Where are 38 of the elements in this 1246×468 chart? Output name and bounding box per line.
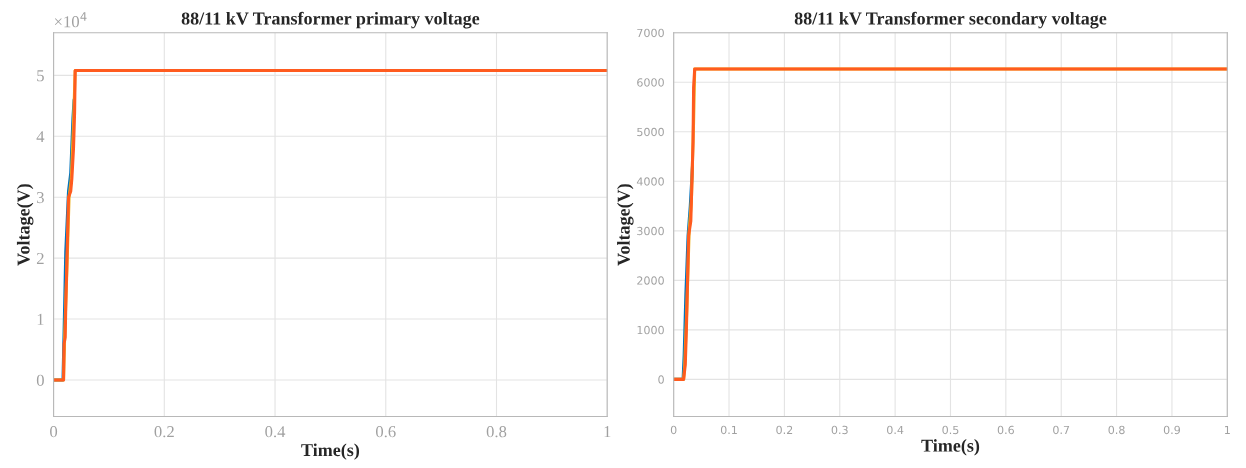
y-tick-label: 5 bbox=[37, 70, 44, 82]
x-tick-label: 0.8 bbox=[486, 426, 507, 438]
x-tick-label: 1 bbox=[1225, 425, 1230, 434]
x-tick-label: 1 bbox=[604, 426, 611, 438]
x-axis-title: Time(s) bbox=[301, 443, 360, 460]
x-axis-title: Time(s) bbox=[921, 439, 980, 456]
chart-title: 88/11 kV Transformer secondary voltage bbox=[794, 11, 1107, 29]
y-tick-label: 3 bbox=[37, 191, 44, 204]
x-tick-label: 0.6 bbox=[997, 425, 1014, 435]
y-tick-label: 0 bbox=[36, 374, 44, 386]
y-tick-label: 0 bbox=[658, 375, 664, 384]
x-tick-label: 0.3 bbox=[831, 425, 848, 435]
y-axis-title: Voltage(V) bbox=[617, 184, 634, 266]
y-tick-label: 1 bbox=[37, 313, 44, 325]
x-tick-label: 0.2 bbox=[154, 426, 174, 438]
y-tick-label: 4 bbox=[36, 131, 45, 143]
x-tick-label: 0.4 bbox=[887, 425, 904, 435]
x-tick-label: 0.6 bbox=[375, 426, 396, 438]
text: ×10$^{4}$ bbox=[54, 12, 87, 28]
y-tick-label: 2000 bbox=[637, 276, 664, 285]
x-tick-label: 0.5 bbox=[942, 425, 959, 435]
y-tick-label: 5000 bbox=[637, 127, 664, 137]
x-tick-label: 0.4 bbox=[265, 426, 286, 438]
x-tick-label: 0.7 bbox=[1053, 425, 1070, 435]
y-tick-label: 2 bbox=[36, 252, 44, 264]
y-tick-label: 7000 bbox=[637, 28, 664, 38]
x-tick-label: 0.9 bbox=[1163, 425, 1180, 435]
chart-title: 88/11 kV Transformer primary voltage bbox=[181, 11, 480, 29]
y-tick-label: 6000 bbox=[637, 78, 664, 87]
x-tick-label: 0.1 bbox=[720, 425, 737, 435]
y-axis-title: Voltage(V) bbox=[16, 184, 34, 266]
y-tick-label: 3000 bbox=[637, 226, 664, 236]
y-tick-label: 4000 bbox=[636, 177, 664, 186]
x-tick-label: 0.8 bbox=[1108, 425, 1125, 435]
x-tick-label: 0.2 bbox=[776, 425, 793, 435]
y-tick-label: 1000 bbox=[637, 325, 664, 335]
x-tick-label: 0 bbox=[670, 425, 677, 435]
x-tick-label: 0 bbox=[50, 426, 58, 438]
